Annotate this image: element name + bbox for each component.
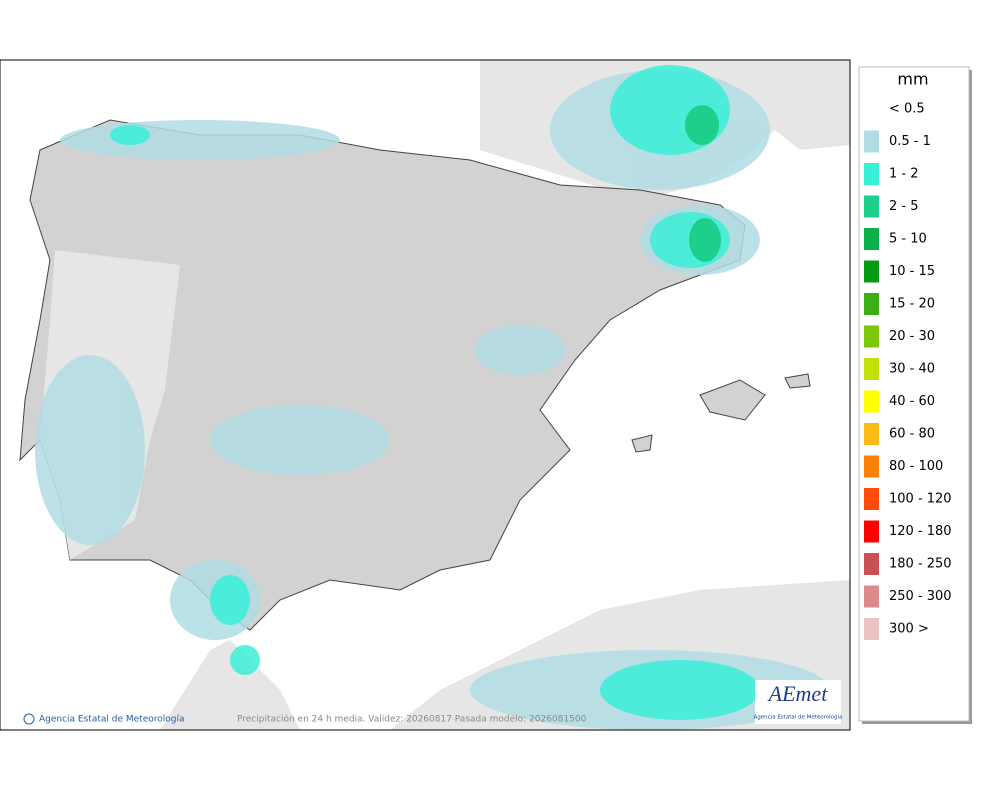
legend-swatch bbox=[864, 520, 879, 543]
legend-label: 40 - 60 bbox=[889, 394, 935, 409]
legend-label: 250 - 300 bbox=[889, 589, 952, 604]
legend-label: 20 - 30 bbox=[889, 329, 935, 344]
legend-swatch bbox=[864, 423, 879, 445]
map-frame bbox=[0, 59, 851, 731]
caption: Precipitación en 24 h media. Validez: 20… bbox=[237, 714, 587, 725]
legend-swatch bbox=[864, 618, 879, 640]
island-menorca bbox=[784, 373, 811, 389]
island-ibiza bbox=[631, 434, 653, 453]
legend-label: 300 > bbox=[889, 622, 929, 637]
legend-swatch bbox=[864, 455, 879, 478]
legend-swatch bbox=[864, 488, 879, 510]
legend-label: 10 - 15 bbox=[889, 264, 935, 279]
copyright-icon bbox=[23, 713, 35, 725]
precip-area-3b bbox=[689, 218, 721, 262]
legend-swatch bbox=[864, 325, 879, 348]
legend-swatch bbox=[864, 293, 879, 315]
legend-label: 80 - 100 bbox=[889, 459, 943, 474]
legend: mm < 0.5 0.5 - 1 1 - 2 2 - 5 5 - 10 10 - 15 15… bbox=[858, 66, 972, 724]
legend-label: 100 - 120 bbox=[889, 492, 952, 507]
credit: Agencia Estatal de Meteorología bbox=[39, 715, 185, 725]
legend-label: 15 - 20 bbox=[889, 297, 935, 312]
legend-label: 5 - 10 bbox=[889, 232, 927, 247]
legend-label: 2 - 5 bbox=[889, 199, 919, 214]
logo-name: AEmet bbox=[767, 681, 829, 706]
legend-label: 120 - 180 bbox=[889, 524, 952, 539]
legend-label: < 0.5 bbox=[889, 102, 925, 117]
legend-swatch bbox=[864, 163, 879, 185]
logo-subtitle: Agencia Estatal de Meteorología bbox=[754, 714, 843, 721]
legend-swatch bbox=[864, 390, 879, 413]
legend-label: 180 - 250 bbox=[889, 557, 952, 572]
legend-swatch bbox=[864, 585, 879, 608]
legend-swatch bbox=[864, 358, 879, 380]
legend-unit: mm bbox=[897, 70, 928, 89]
legend-swatch bbox=[864, 553, 879, 575]
legend-label: 60 - 80 bbox=[889, 427, 935, 442]
land-morocco bbox=[160, 640, 300, 730]
legend-swatch bbox=[864, 130, 879, 153]
legend-swatch bbox=[864, 228, 879, 250]
map: Agencia Estatal de Meteorología Precipit… bbox=[0, 59, 851, 731]
legend-swatch bbox=[864, 260, 879, 283]
island-mallorca bbox=[699, 379, 766, 421]
legend-label: 0.5 - 1 bbox=[889, 134, 931, 149]
precip-area-3 bbox=[685, 105, 719, 145]
logo-box bbox=[755, 680, 841, 724]
legend-label: 30 - 40 bbox=[889, 362, 935, 377]
legend-label: 1 - 2 bbox=[889, 167, 919, 182]
legend-swatch bbox=[864, 195, 879, 218]
